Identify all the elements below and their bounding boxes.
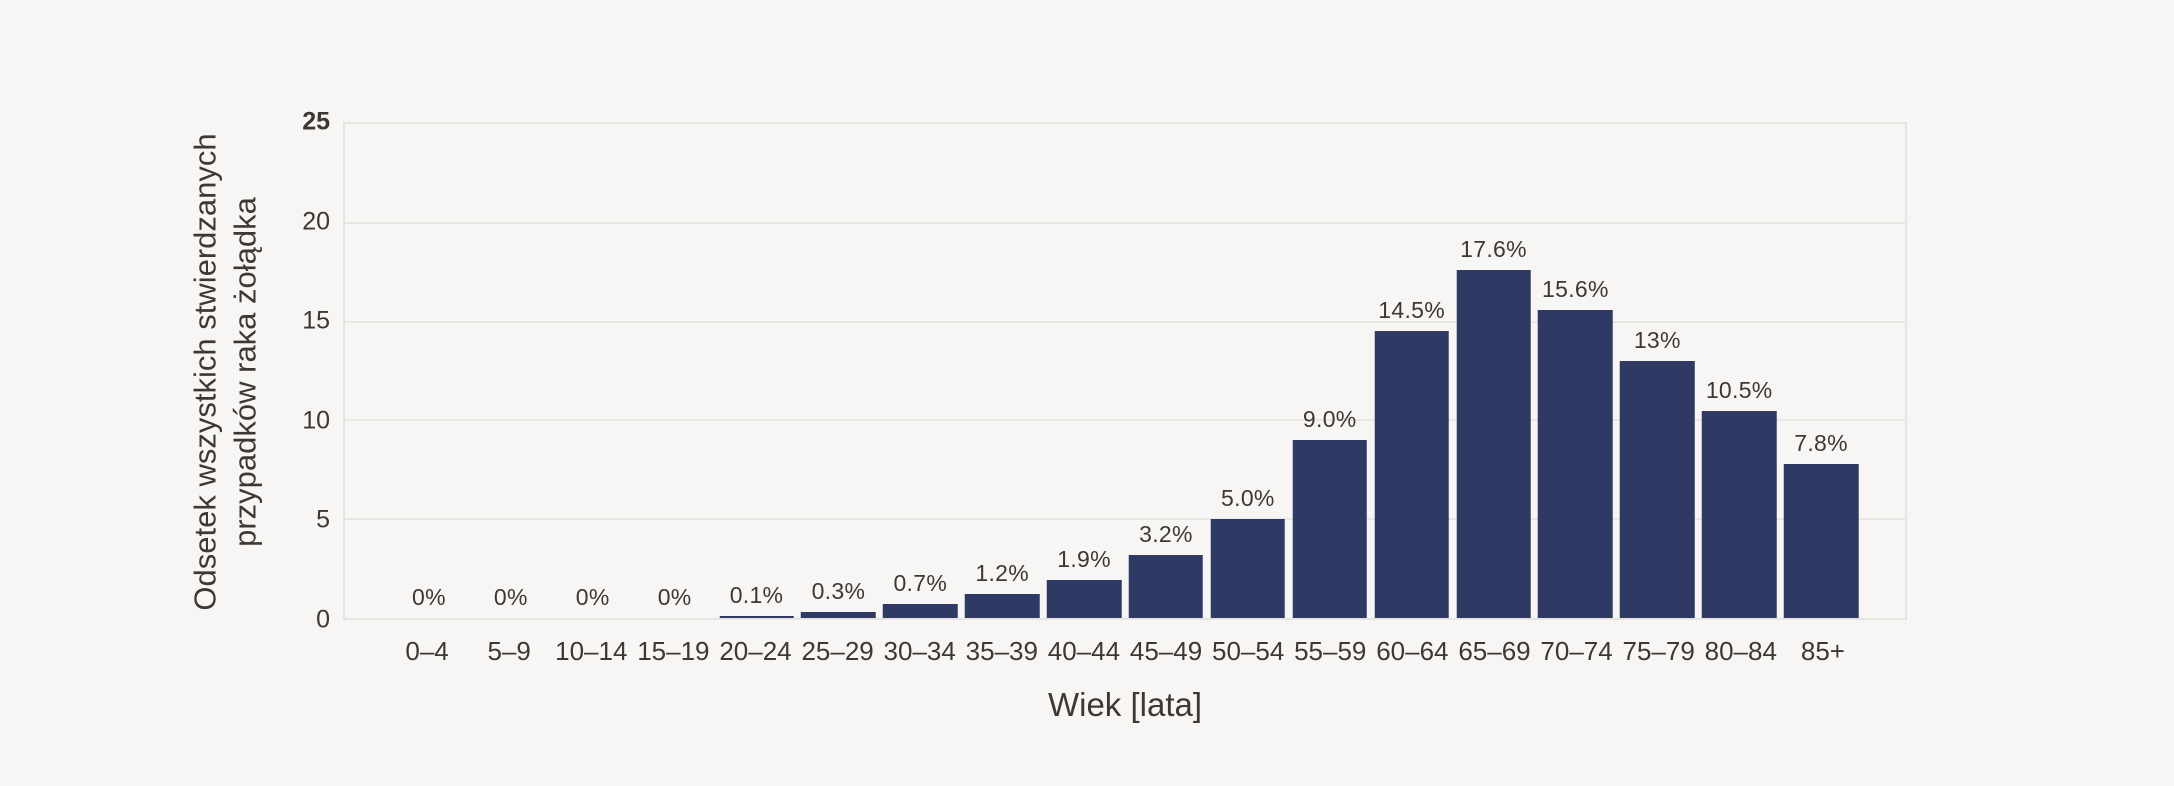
x-tick-label: 65–69 xyxy=(1458,636,1531,666)
bar-value-label: 7.8% xyxy=(1794,429,1848,456)
bar-value-label: 0.1% xyxy=(729,582,784,609)
x-tick-label: 30–34 xyxy=(883,636,956,666)
bar xyxy=(1210,519,1286,618)
plot-area: 0% 0% 0% 0% 0.1% 0.3% 0.7% 1.2% 1.9% 3.2% 5.0% 9.0%… xyxy=(343,122,1907,620)
x-tick-label: 80–84 xyxy=(1704,636,1777,666)
bar-group: 10.5% xyxy=(1698,124,1780,618)
bar-group: 17.6% xyxy=(1453,124,1535,618)
gridlines xyxy=(345,124,1905,618)
x-axis-ticks: 0–4 5–9 10–14 15–19 20–24 25–29 30–34 35–39 40–4… xyxy=(343,636,1907,667)
bar-group: 13% xyxy=(1616,124,1698,618)
bar xyxy=(1456,270,1531,618)
x-tick-label: 50–54 xyxy=(1211,636,1285,666)
y-tick-label: 0 xyxy=(316,605,330,634)
x-tick-label: 10–14 xyxy=(555,636,628,666)
x-axis-title: Wiek [lata] xyxy=(1047,686,1203,723)
bar xyxy=(1783,463,1859,618)
x-tick-label: 0–4 xyxy=(405,636,449,666)
bar-value-label: 14.5% xyxy=(1378,297,1445,324)
y-tick-label: 5 xyxy=(316,505,330,534)
bar-value-label: 1.2% xyxy=(975,560,1029,587)
x-tick-label: 55–59 xyxy=(1294,636,1367,666)
y-tick-label: 15 xyxy=(302,306,330,335)
bar-group: 0.1% xyxy=(716,124,798,618)
gridline xyxy=(345,419,1905,422)
y-axis-ticks: 0 5 10 15 20 25 xyxy=(0,108,330,634)
bar-group: 0% xyxy=(552,124,634,618)
bar-value-label: 17.6% xyxy=(1460,236,1527,263)
bar-group: 0% xyxy=(388,124,470,618)
bar-value-label: 0.3% xyxy=(811,578,866,605)
bar-value-label: 10.5% xyxy=(1705,376,1773,403)
x-tick-label: 20–24 xyxy=(719,636,792,666)
bar-value-label: 9.0% xyxy=(1302,406,1357,433)
bar-value-label: 5.0% xyxy=(1221,485,1275,512)
x-tick-label: 35–39 xyxy=(965,636,1038,666)
bar-group: 1.9% xyxy=(1043,124,1125,618)
bar-group: 7.8% xyxy=(1780,124,1862,618)
gridline xyxy=(345,221,1905,224)
y-tick-label: 25 xyxy=(302,107,330,136)
bar-value-label: 0% xyxy=(412,584,446,610)
bar xyxy=(1046,580,1122,618)
bar-group: 0.7% xyxy=(879,124,961,618)
bar xyxy=(883,604,958,618)
gridline xyxy=(345,518,1905,521)
bar-value-label: 0% xyxy=(493,584,528,610)
gridline xyxy=(345,320,1905,323)
bar xyxy=(719,616,794,618)
bar-value-label: 0% xyxy=(575,584,610,610)
bar-group: 1.2% xyxy=(961,124,1043,618)
x-tick-label: 15–19 xyxy=(637,636,710,666)
bar xyxy=(1620,361,1695,618)
bar xyxy=(801,612,876,618)
bar-group: 9.0% xyxy=(1289,124,1371,618)
bar-value-label: 0% xyxy=(657,584,692,610)
bar xyxy=(1538,309,1613,618)
bars: 0% 0% 0% 0% 0.1% 0.3% 0.7% 1.2% 1.9% 3.2% 5.0% 9.0%… xyxy=(345,124,1905,618)
x-tick-label: 5–9 xyxy=(487,636,531,666)
x-tick-label: 75–79 xyxy=(1622,636,1695,666)
bar-value-label: 3.2% xyxy=(1139,520,1193,547)
x-tick-label: 45–49 xyxy=(1129,636,1203,666)
bar-group: 0% xyxy=(634,124,716,618)
bar-group: 5.0% xyxy=(1207,124,1289,618)
bar xyxy=(1292,440,1367,618)
y-tick-label: 10 xyxy=(302,406,330,435)
bar-group: 0% xyxy=(470,124,552,618)
x-tick-label: 85+ xyxy=(1800,636,1845,666)
bar xyxy=(1128,554,1204,618)
bar xyxy=(1701,410,1777,618)
bar-group: 0.3% xyxy=(797,124,879,618)
x-tick-label: 60–64 xyxy=(1376,636,1449,666)
bar-value-label: 0.7% xyxy=(893,570,948,597)
bar-value-label: 1.9% xyxy=(1057,546,1111,573)
bar-value-label: 15.6% xyxy=(1542,275,1609,302)
x-tick-label: 40–44 xyxy=(1047,636,1121,666)
bar-group: 14.5% xyxy=(1371,124,1453,618)
bar xyxy=(964,594,1040,618)
bar-value-label: 13% xyxy=(1633,327,1681,354)
y-tick-label: 20 xyxy=(302,207,330,236)
bar xyxy=(1374,331,1449,618)
bar-group: 3.2% xyxy=(1125,124,1207,618)
x-tick-label: 70–74 xyxy=(1540,636,1613,666)
x-tick-label: 25–29 xyxy=(801,636,874,666)
bar-group: 15.6% xyxy=(1534,124,1616,618)
